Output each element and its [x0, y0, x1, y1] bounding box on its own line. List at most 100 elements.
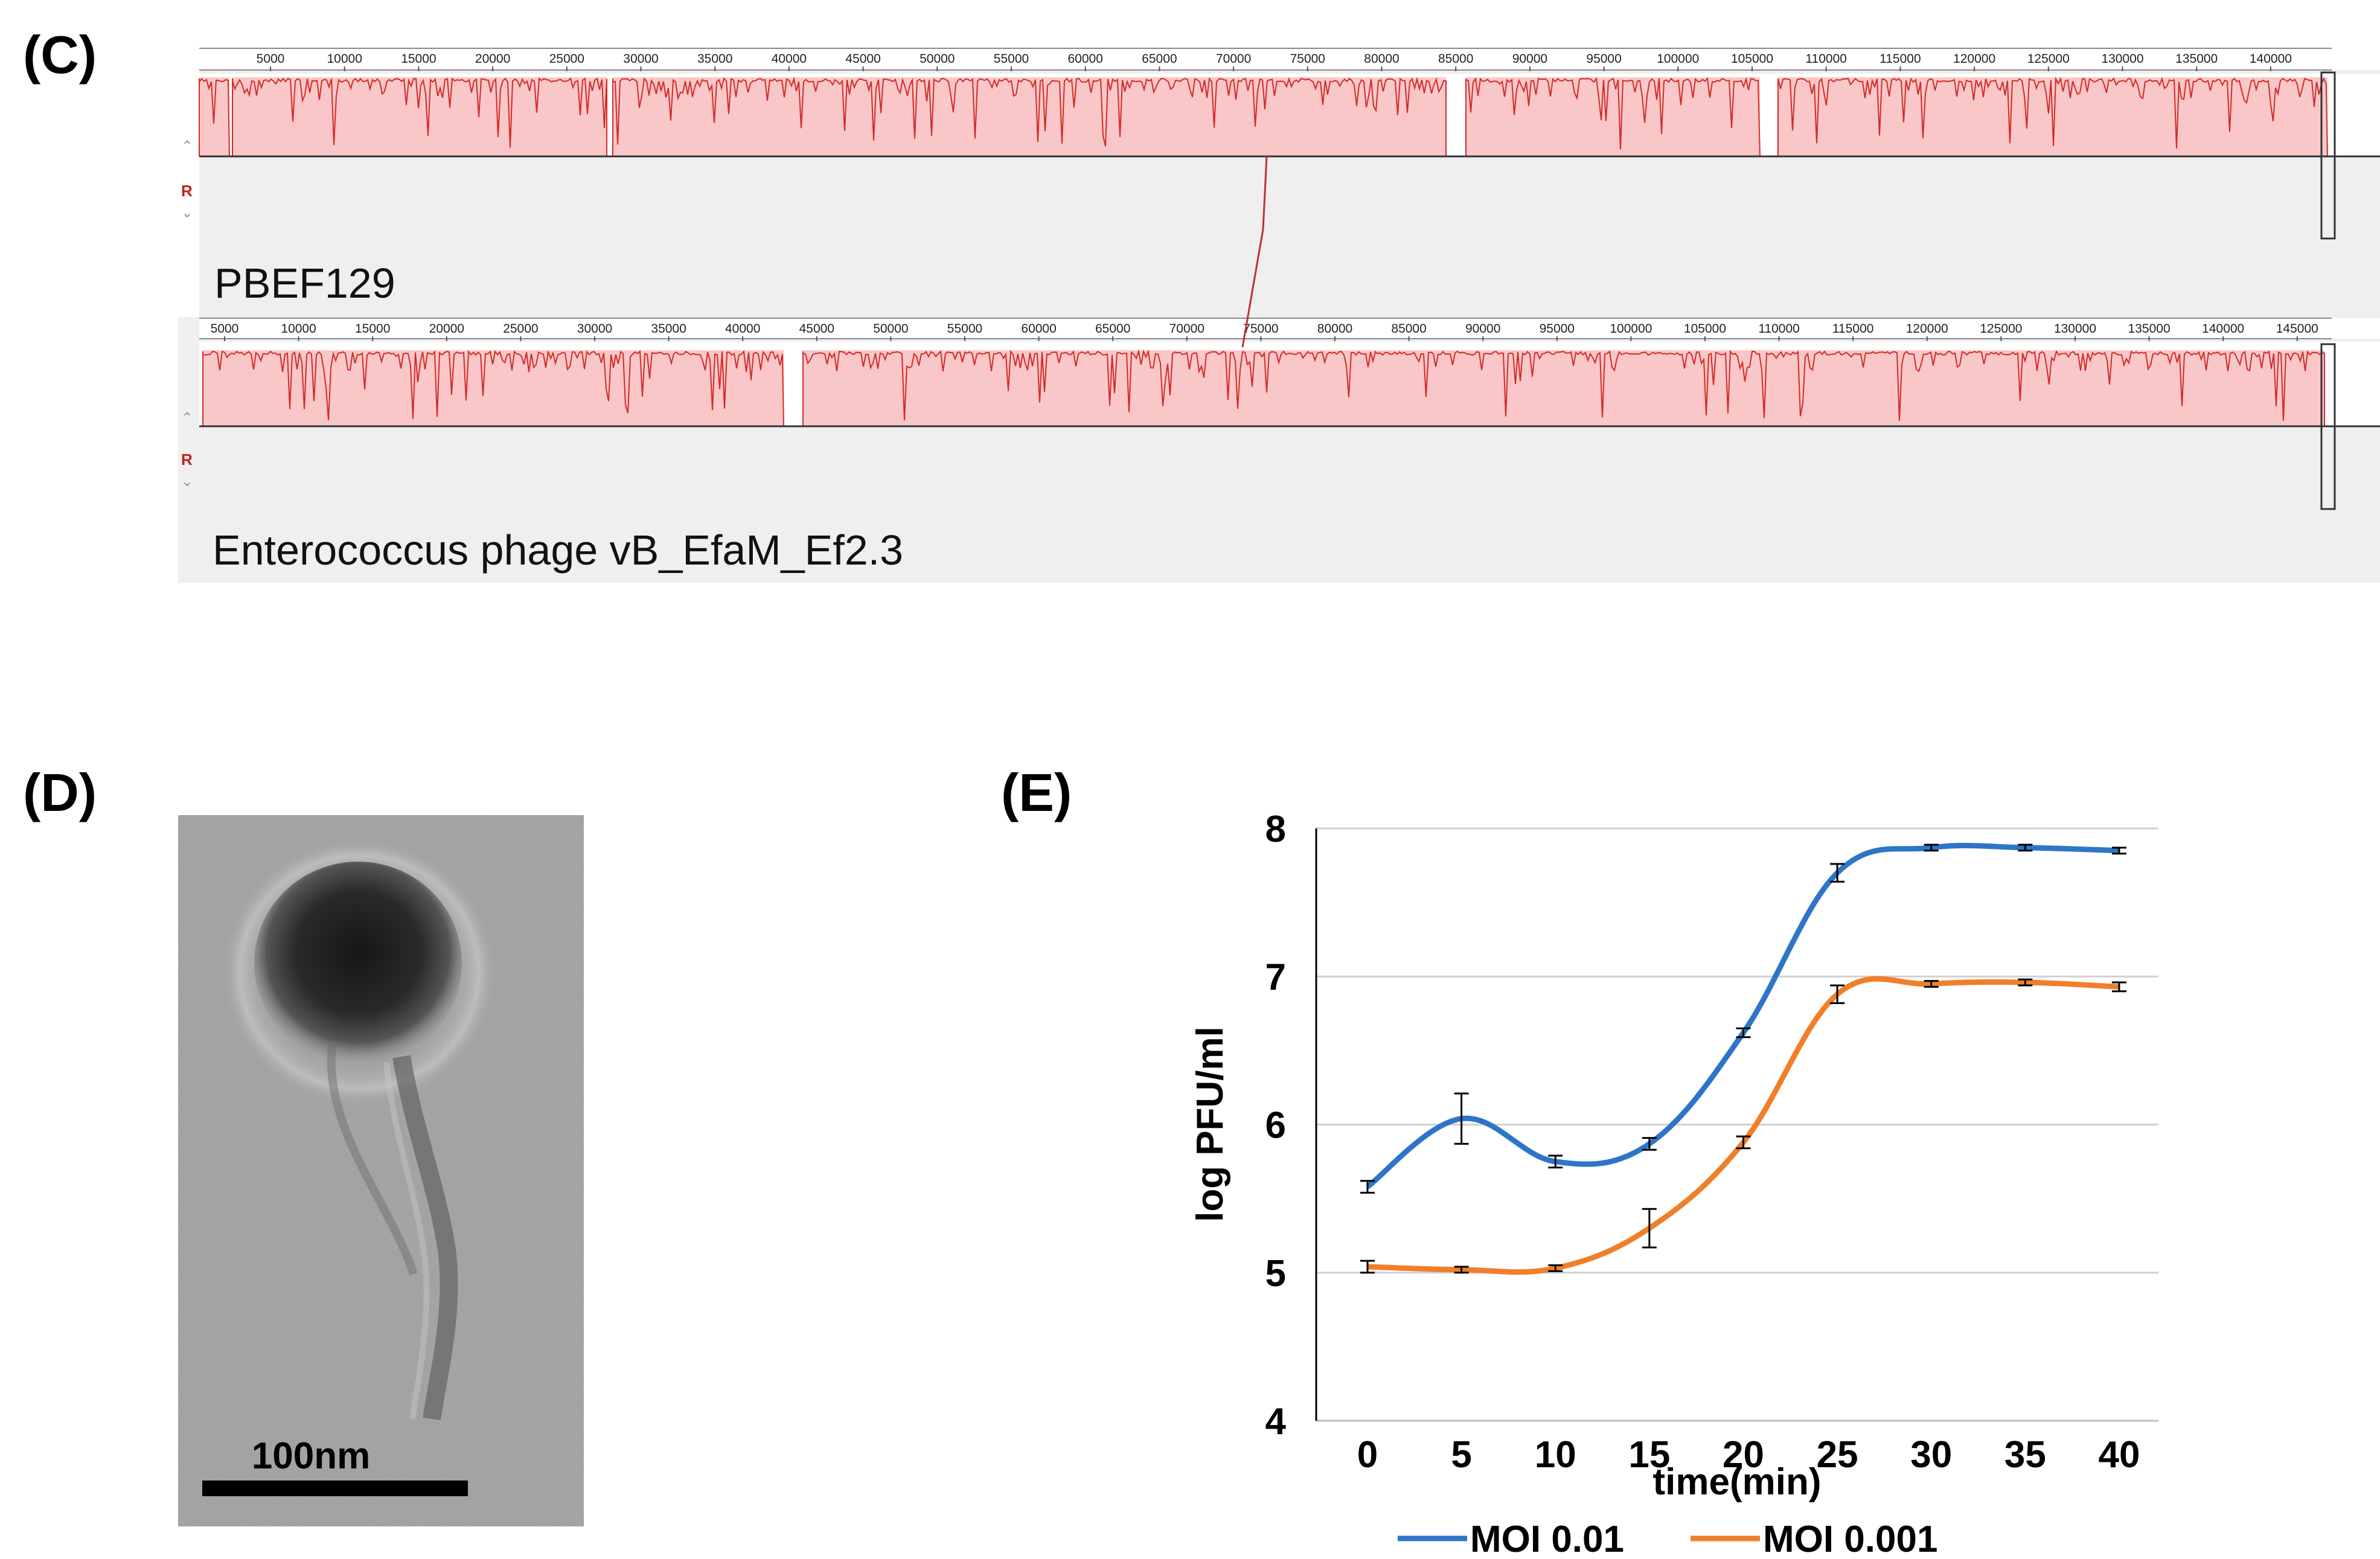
legend-label-2: MOI 0.001	[1763, 1519, 1937, 1559]
y-tick-label: 8	[1265, 808, 1286, 850]
track2-tick-label: 5000	[211, 322, 239, 336]
track2-tick-label: 70000	[1169, 322, 1204, 336]
track2-tick-label: 25000	[503, 322, 538, 336]
track1-tick-label: 65000	[1142, 52, 1177, 66]
x-tick-label: 35	[2004, 1434, 2046, 1476]
y-tick-label: 4	[1265, 1401, 1287, 1442]
track2-tick-label: 120000	[1906, 322, 1948, 336]
track2-tick-label: 135000	[2128, 322, 2170, 336]
track1-similarity-profile	[232, 77, 607, 156]
track2-tick-label: 50000	[873, 322, 908, 336]
track2-tick-label: 75000	[1243, 322, 1278, 336]
track1-tick-label: 130000	[2101, 52, 2143, 66]
track2-up-arrow-icon[interactable]: ⌃	[181, 410, 193, 426]
track1-block	[613, 77, 1446, 156]
y-tick-label: 6	[1265, 1105, 1286, 1147]
track2-tick-label: 105000	[1684, 322, 1726, 336]
x-tick-label: 20	[1723, 1434, 1764, 1476]
x-tick-label: 15	[1628, 1434, 1670, 1476]
track1-tick-label: 110000	[1805, 52, 1847, 66]
track1-strand-marker[interactable]: R	[181, 182, 193, 200]
panel-label-e: (E)	[1001, 763, 1072, 822]
track2-end-box	[2320, 343, 2336, 510]
track1-block	[1466, 77, 1760, 156]
track1-tick-label: 30000	[623, 52, 658, 66]
track2-ruler	[199, 318, 2380, 339]
track2-tick-label: 45000	[799, 322, 834, 336]
track1-down-arrow-icon[interactable]: ⌄	[181, 205, 193, 221]
x-tick-labels: 0 5 10 15 20 25 30 35 40	[1357, 1434, 2140, 1476]
chart-series	[1360, 842, 2126, 1275]
scale-bar-label: 100nm	[252, 1435, 370, 1477]
track1-tick-label: 120000	[1953, 52, 1995, 66]
track1-tick-label: 70000	[1216, 52, 1251, 66]
track2-tick-label: 95000	[1540, 322, 1575, 336]
phage-tail	[392, 1055, 458, 1421]
track1-ruler	[199, 48, 2380, 70]
track1-tick-label: 20000	[475, 52, 510, 66]
legend-label-1: MOI 0.01	[1470, 1519, 1624, 1559]
y-tick-label: 5	[1265, 1253, 1286, 1295]
panel-label-c: (C)	[23, 25, 97, 85]
track2-tick-label: 35000	[651, 322, 686, 336]
track2-tick-label: 125000	[1980, 322, 2022, 336]
track1-tick-label: 10000	[327, 52, 362, 66]
track2-tick-label: 140000	[2202, 322, 2244, 336]
track2-tick-label: 115000	[1832, 322, 1874, 336]
y-axis-label: log PFU/ml	[1189, 1026, 1231, 1222]
track1-similarity-profile	[1777, 76, 2328, 157]
track1-tick-label: 80000	[1364, 52, 1399, 66]
track1-tick-label: 85000	[1438, 52, 1473, 66]
track1-tick-label: 75000	[1290, 52, 1325, 66]
track2-tick-label: 130000	[2054, 322, 2096, 336]
track2-tick-label: 65000	[1095, 322, 1130, 336]
lcb-connector	[1262, 156, 1268, 230]
track1-similarity-profile	[1465, 77, 1761, 157]
track1-tick-label: 105000	[1731, 52, 1773, 66]
track2-tick-label: 145000	[2276, 322, 2318, 336]
track1-tick-label: 95000	[1586, 52, 1621, 66]
track2-tick-label: 20000	[429, 322, 464, 336]
track2-tick-label: 55000	[947, 322, 982, 336]
track2-strand-marker[interactable]: R	[181, 450, 193, 469]
track1-tick-label: 25000	[549, 52, 584, 66]
genome-alignment: 5000 10000 15000 20000 25000 30000 35000 40000 4…	[178, 48, 2380, 583]
panel-label-d: (D)	[23, 763, 97, 822]
track1-tick-labels: 5000 10000 15000 20000 25000 30000 35000 40000 4…	[257, 52, 2292, 71]
track1-similarity-profile	[612, 76, 1447, 156]
x-tick-label: 25	[1817, 1434, 1858, 1476]
track2-tick-label: 80000	[1317, 322, 1352, 336]
track2-tick-label: 40000	[725, 322, 760, 336]
track1-name: PBEF129	[214, 260, 395, 307]
track1-tick-label: 5000	[257, 52, 285, 66]
series-2-line	[1367, 976, 2120, 1275]
track1-tick-label: 40000	[772, 52, 807, 66]
track2-tick-label: 85000	[1391, 322, 1426, 336]
track1-tick-label: 15000	[401, 52, 436, 66]
x-tick-label: 10	[1535, 1434, 1576, 1476]
track1-tick-label: 135000	[2175, 52, 2218, 66]
track1-up-arrow-icon[interactable]: ⌃	[181, 138, 193, 155]
track1-tick-label: 100000	[1657, 52, 1699, 66]
y-tick-label: 7	[1265, 956, 1286, 998]
tem-micrograph: 100nm	[178, 815, 584, 1526]
track2-tick-label: 10000	[281, 322, 316, 336]
track1-tick-label: 115000	[1879, 52, 1921, 66]
x-tick-label: 0	[1357, 1434, 1378, 1476]
track2-tick-label: 30000	[577, 322, 612, 336]
track2-down-arrow-icon[interactable]: ⌄	[181, 473, 193, 490]
track2-lcb-blocks	[202, 349, 2325, 427]
phage-head	[254, 862, 462, 1064]
y-tick-labels: 4 5 6 7 8	[1265, 808, 1287, 1442]
track2-similarity-profile	[802, 349, 2325, 426]
chart-legend: MOI 0.01 MOI 0.001	[1398, 1519, 1937, 1559]
chart-gridlines	[1316, 827, 2158, 1274]
track2-tick-label: 100000	[1610, 322, 1652, 336]
x-tick-label: 30	[1910, 1434, 1952, 1476]
scale-bar	[202, 1481, 468, 1496]
x-tick-label: 40	[2099, 1434, 2140, 1476]
track2-similarity-profile	[202, 350, 784, 427]
x-axis-label: time(min)	[1653, 1461, 1822, 1503]
track2-block	[803, 350, 2324, 426]
track1-tick-label: 60000	[1067, 52, 1102, 66]
